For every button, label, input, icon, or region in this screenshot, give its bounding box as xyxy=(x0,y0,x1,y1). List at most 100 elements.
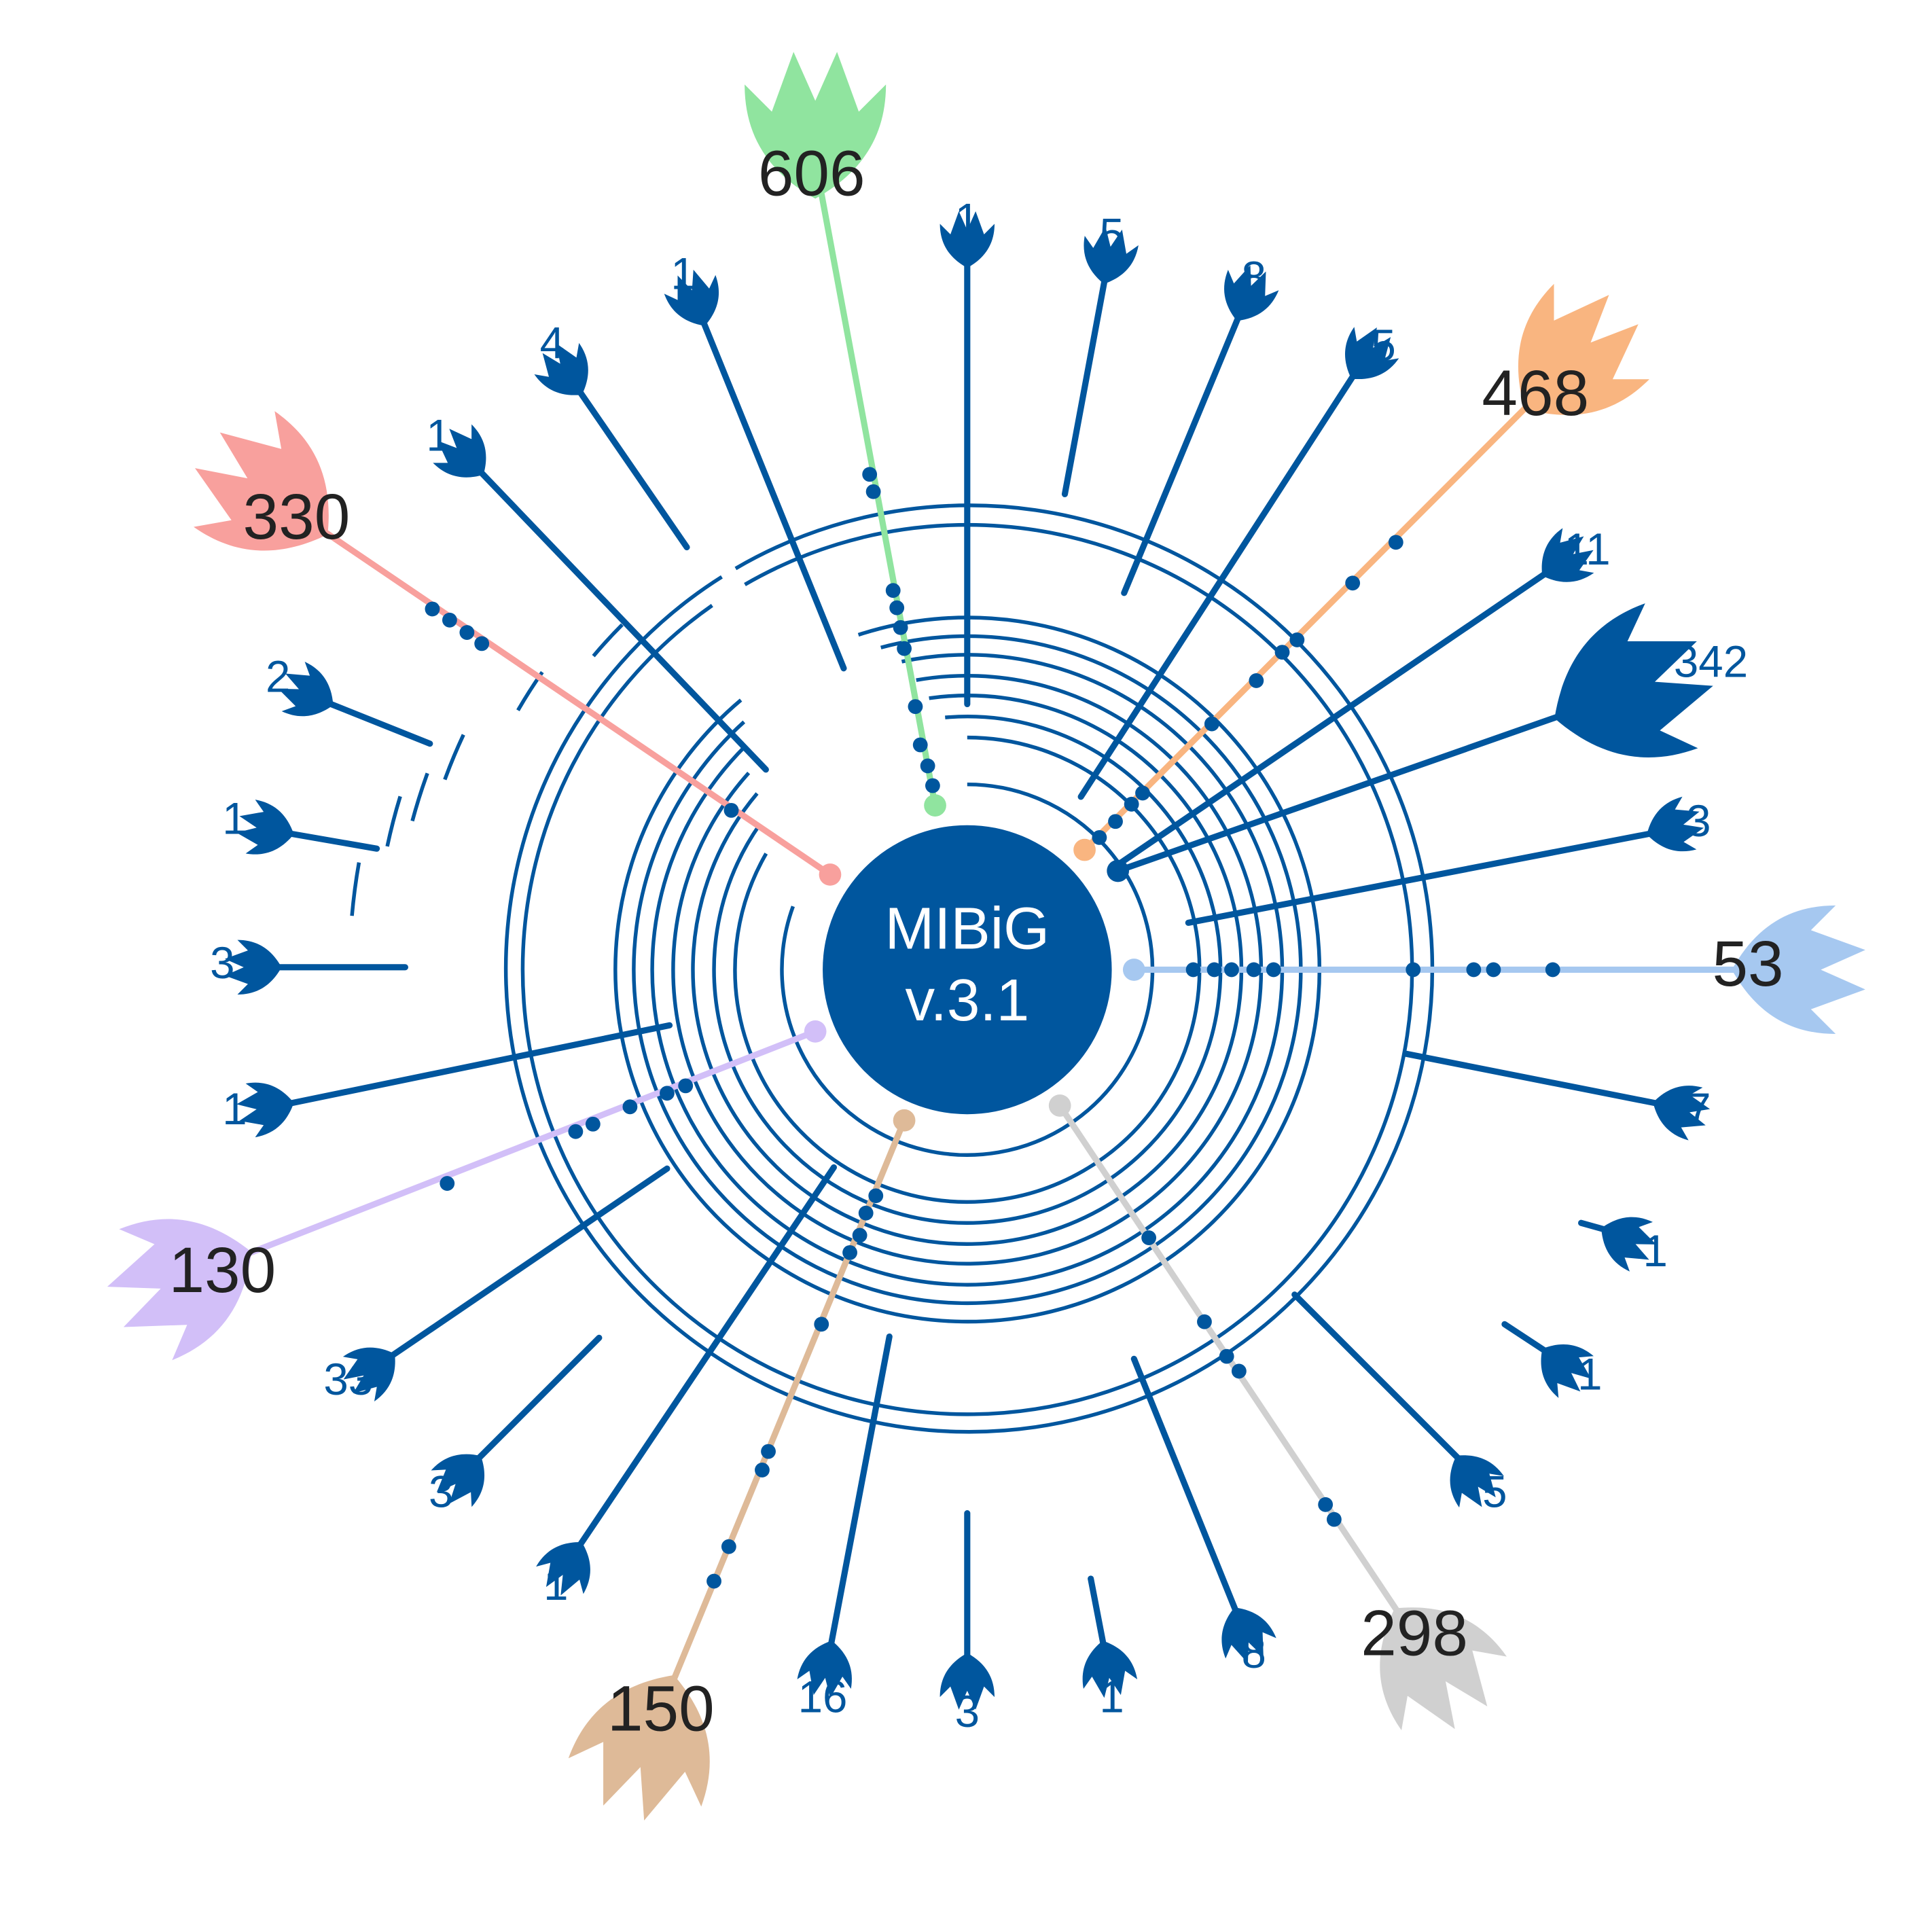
junction-dot xyxy=(1185,962,1201,978)
junction-dot xyxy=(865,484,881,499)
large-node-label-gray: 298 xyxy=(1361,1598,1468,1670)
ring-4 xyxy=(691,694,1244,1246)
junction-dot xyxy=(660,1086,675,1101)
junction-dot xyxy=(1224,962,1239,978)
center-version: v.3.1 xyxy=(905,967,1029,1033)
small-node-label-n9: 1 xyxy=(1577,1350,1602,1399)
junction-dot xyxy=(723,802,739,818)
junction-dot xyxy=(868,1188,884,1204)
junction-dot xyxy=(678,1078,694,1094)
small-node-label-n20: 1 xyxy=(222,793,247,843)
ring-11 xyxy=(592,623,624,658)
small-node-label-n17: 33 xyxy=(323,1355,373,1404)
ring-13 xyxy=(443,734,465,781)
small-node-label-n2: 5 xyxy=(1099,209,1124,259)
stub-lightblue xyxy=(1122,959,1145,981)
small-node-label-n21: 2 xyxy=(266,651,290,701)
large-node-label-salmon: 330 xyxy=(243,481,351,553)
edge-n12 xyxy=(1088,1575,1107,1647)
edge-purple xyxy=(213,1028,819,1270)
small-node-label-n14: 16 xyxy=(798,1672,848,1721)
edge-n22 xyxy=(478,469,769,773)
junction-dot xyxy=(721,1539,736,1554)
edge-n16 xyxy=(476,1334,603,1461)
junction-dot xyxy=(585,1116,601,1132)
small-tulip-n23 xyxy=(526,332,605,411)
edge-n23 xyxy=(577,389,690,551)
junction-dot xyxy=(1135,785,1150,801)
tulip-icon xyxy=(526,332,605,411)
junction-dot xyxy=(1388,535,1403,550)
junction-dot xyxy=(1206,962,1222,978)
junction-dot xyxy=(1249,673,1264,688)
edge-n3 xyxy=(1121,315,1241,596)
junction-dot xyxy=(1274,645,1290,660)
small-node-label-n7: 7 xyxy=(1686,1084,1711,1134)
center-stubs xyxy=(804,794,1145,1132)
edge-n8 xyxy=(1578,1219,1607,1232)
stub-purple xyxy=(804,1020,827,1043)
ring-2 xyxy=(733,735,1202,1204)
stub-salmon xyxy=(819,863,842,886)
small-node-label-n24: 1 xyxy=(670,249,695,299)
edge-green xyxy=(812,157,939,809)
small-node-label-n22: 1 xyxy=(426,411,450,461)
junction-dots xyxy=(425,467,1560,1589)
junction-dot xyxy=(1266,962,1281,978)
small-node-label-n3: 8 xyxy=(1241,253,1266,302)
junction-dot xyxy=(425,601,440,617)
junction-dot xyxy=(1108,814,1123,829)
junction-dot xyxy=(442,612,457,628)
junction-dot xyxy=(1197,1314,1212,1329)
ring-10 xyxy=(503,503,1435,1434)
ring-8 xyxy=(613,615,1322,1324)
center-circle xyxy=(823,825,1112,1115)
large-node-label-lightblue: 53 xyxy=(1712,928,1783,1000)
junction-dot xyxy=(842,1245,857,1260)
small-node-label-n12: 1 xyxy=(1099,1672,1124,1721)
center-title: MIBiG xyxy=(885,896,1050,962)
edge-n21 xyxy=(327,700,433,747)
junction-dot xyxy=(1141,1230,1157,1245)
junction-dot xyxy=(1318,1497,1334,1512)
junction-dot xyxy=(889,600,905,615)
large-tulip-blue xyxy=(1528,591,1732,791)
ring-7 xyxy=(632,634,1303,1306)
small-node-label-n4: 5 xyxy=(1371,321,1395,370)
edge-n6 xyxy=(1185,830,1653,926)
large-node-label-orange: 468 xyxy=(1482,357,1589,429)
junction-dot xyxy=(1545,962,1560,978)
branch-lines xyxy=(213,157,1770,1715)
junction-dot xyxy=(1219,1348,1234,1364)
junction-dot xyxy=(1486,962,1501,978)
junction-dot xyxy=(862,467,878,482)
edge-n24 xyxy=(700,320,847,672)
large-node-label-green: 606 xyxy=(758,137,865,209)
ring-16 xyxy=(350,862,361,916)
ring-14 xyxy=(410,772,429,822)
edge-n10 xyxy=(1291,1291,1461,1461)
junction-dot xyxy=(622,1099,638,1115)
junction-dot xyxy=(1289,632,1305,647)
junction-dot xyxy=(1124,796,1139,812)
junction-dot xyxy=(1345,575,1361,591)
junction-dot xyxy=(858,1205,874,1221)
edge-n5 xyxy=(1115,571,1548,868)
stub-gray xyxy=(1048,1094,1071,1117)
junction-dot xyxy=(893,620,908,635)
junction-dot xyxy=(1092,829,1107,845)
center-node: MIBiG v.3.1 xyxy=(823,825,1112,1115)
small-node-label-n13: 3 xyxy=(955,1687,980,1736)
junction-dot xyxy=(814,1317,829,1332)
tulip-icon xyxy=(1528,591,1732,791)
junction-dot xyxy=(1466,962,1482,978)
ring-15 xyxy=(385,795,402,847)
large-node-label-blue: 342 xyxy=(1674,637,1748,686)
junction-dot xyxy=(852,1228,867,1243)
edge-n7 xyxy=(1402,1050,1659,1107)
small-node-label-n16: 3 xyxy=(429,1467,453,1516)
junction-dot xyxy=(755,1463,770,1478)
small-node-label-n1: 1 xyxy=(955,194,980,244)
